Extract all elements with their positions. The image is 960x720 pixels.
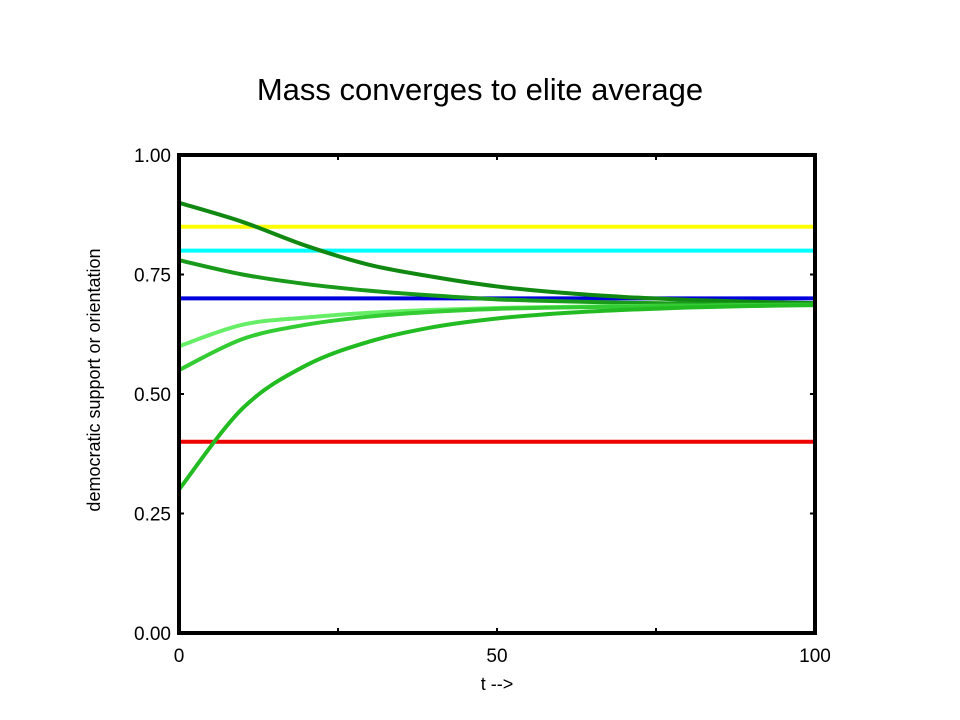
tick-layer: 0 50 100 0.00 0.25 0.50 0.75 1.00	[134, 146, 831, 667]
y-tick-label: 0.00	[134, 624, 171, 645]
series-line-8	[177, 303, 816, 491]
x-tick-label: 50	[486, 646, 507, 667]
series-line-7	[178, 302, 816, 372]
x-tick-label: 100	[799, 646, 831, 667]
y-tick-label: 0.50	[134, 385, 171, 406]
series-layer	[177, 200, 816, 491]
series-line-4	[178, 200, 816, 306]
y-tick-label: 0.25	[134, 505, 171, 526]
y-tick-label: 1.00	[134, 146, 171, 167]
y-axis-label: democratic support or orientation	[84, 248, 104, 511]
chart-title: Mass converges to elite average	[256, 72, 704, 107]
y-tick-label: 0.75	[134, 266, 171, 287]
x-tick-label: 0	[174, 646, 185, 667]
x-axis-label: t -->	[481, 674, 514, 694]
